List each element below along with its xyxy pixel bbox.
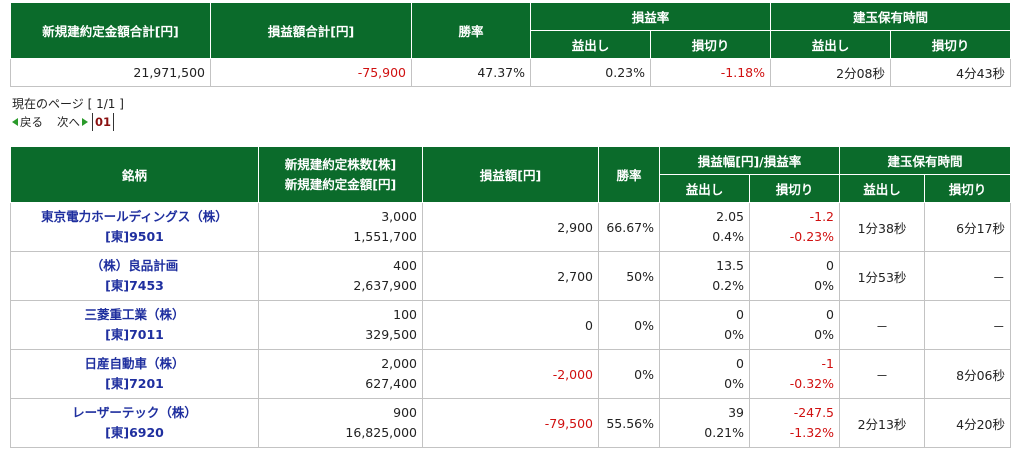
rate-loss-value: -1.18% <box>649 58 772 87</box>
pnl-cell: 2,900 <box>422 202 599 252</box>
pnl-cell: -2,000 <box>422 349 599 399</box>
total-amount-value: 21,971,500 <box>10 58 211 87</box>
qty-amount-cell: 2,000 627,400 <box>258 349 423 399</box>
header-time-profit: 益出し <box>770 30 892 59</box>
time-loss-cell: 8分06秒 <box>923 349 1012 399</box>
header-total-pnl: 損益額合計[円] <box>210 2 412 59</box>
total-pnl-value: -75,900 <box>210 58 412 87</box>
loss-width-cell: 0 0% <box>749 251 840 301</box>
header-rate-loss: 損切り <box>649 30 772 59</box>
win-rate-value: 47.37% <box>411 58 531 87</box>
pnl-cell: 2,700 <box>422 251 599 301</box>
loss-width-cell: -247.5 -1.32% <box>749 398 840 448</box>
profit-width-cell: 0 0% <box>659 349 750 399</box>
profit-width-cell: 13.5 0.2% <box>659 251 750 301</box>
qty-amount-cell: 3,000 1,551,700 <box>258 202 423 252</box>
time-profit-cell: 1分38秒 <box>839 202 925 252</box>
header-width-loss: 損切り <box>749 174 840 203</box>
rate-profit-value: 0.23% <box>530 58 651 87</box>
table-row: 東京電力ホールディングス（株） [東]9501 3,000 1,551,700 2,… <box>10 202 1012 252</box>
header-hold-time: 建玉保有時間 <box>770 2 1012 31</box>
table-row: 日産自動車（株） [東]7201 2,000 627,400 -2,000 0% 0… <box>10 349 1012 399</box>
header-qty-amount: 新規建約定株数[株] 新規建約定金額[円] <box>258 146 423 203</box>
win-rate-cell: 55.56% <box>598 398 660 448</box>
win-rate-cell: 50% <box>598 251 660 301</box>
win-rate-cell: 0% <box>598 349 660 399</box>
header-time-profit: 益出し <box>839 174 925 203</box>
stock-cell[interactable]: 三菱重工業（株） [東]7011 <box>10 300 259 350</box>
table-row: 三菱重工業（株） [東]7011 100 329,500 0 0% 0 0% 0 0% … <box>10 300 1012 350</box>
time-profit-cell: － <box>839 349 925 399</box>
time-profit-cell: － <box>839 300 925 350</box>
qty-amount-cell: 900 16,825,000 <box>258 398 423 448</box>
header-time-loss: 損切り <box>890 30 1012 59</box>
current-page-label: 現在のページ [ 1/1 ] <box>12 97 124 111</box>
profit-width-cell: 0 0% <box>659 300 750 350</box>
page-number[interactable]: 01 <box>92 113 115 131</box>
stock-cell[interactable]: 日産自動車（株） [東]7201 <box>10 349 259 399</box>
profit-width-cell: 2.05 0.4% <box>659 202 750 252</box>
pnl-cell: -79,500 <box>422 398 599 448</box>
time-profit-cell: 1分53秒 <box>839 251 925 301</box>
time-loss-cell: － <box>923 251 1012 301</box>
header-time-loss: 損切り <box>923 174 1012 203</box>
pager: 現在のページ [ 1/1 ] 戻る 次へ 01 <box>12 95 124 131</box>
table-row: （株）良品計画 [東]7453 400 2,637,900 2,700 50% 13… <box>10 251 1012 301</box>
header-win-rate: 勝率 <box>598 146 660 203</box>
pager-nav: 戻る 次へ 01 <box>12 113 124 131</box>
pnl-cell: 0 <box>422 300 599 350</box>
loss-width-cell: 0 0% <box>749 300 840 350</box>
next-link[interactable]: 次へ <box>57 113 88 131</box>
header-total-amount: 新規建約定金額合計[円] <box>10 2 211 59</box>
profit-width-cell: 39 0.21% <box>659 398 750 448</box>
loss-width-cell: -1 -0.32% <box>749 349 840 399</box>
win-rate-cell: 66.67% <box>598 202 660 252</box>
time-loss-value: 4分43秒 <box>890 58 1012 87</box>
header-rate-profit: 益出し <box>530 30 651 59</box>
header-hold-time: 建玉保有時間 <box>838 146 1012 175</box>
header-width-rate: 損益幅[円]/損益率 <box>659 146 840 175</box>
time-loss-cell: － <box>923 300 1012 350</box>
stock-cell[interactable]: レーザーテック（株） [東]6920 <box>10 398 259 448</box>
time-loss-cell: 4分20秒 <box>923 398 1012 448</box>
header-win-rate: 勝率 <box>411 2 531 59</box>
stock-cell[interactable]: （株）良品計画 [東]7453 <box>10 251 259 301</box>
header-width-profit: 益出し <box>659 174 750 203</box>
table-row: レーザーテック（株） [東]6920 900 16,825,000 -79,500 … <box>10 398 1012 448</box>
triangle-left-icon <box>12 118 18 126</box>
back-link[interactable]: 戻る <box>12 113 43 131</box>
time-profit-cell: 2分13秒 <box>839 398 925 448</box>
qty-amount-cell: 400 2,637,900 <box>258 251 423 301</box>
win-rate-cell: 0% <box>598 300 660 350</box>
header-stock: 銘柄 <box>10 146 259 203</box>
trade-table: 銘柄 新規建約定株数[株] 新規建約定金額[円] 損益額[円] 勝率 損益幅[円]… <box>10 146 1012 448</box>
summary-table: 新規建約定金額合計[円] 損益額合計[円] 勝率 損益率 建玉保有時間 益出し … <box>10 2 1012 87</box>
header-pnl-rate: 損益率 <box>529 2 772 31</box>
header-pnl: 損益額[円] <box>422 146 599 203</box>
stock-cell[interactable]: 東京電力ホールディングス（株） [東]9501 <box>10 202 259 252</box>
loss-width-cell: -1.2 -0.23% <box>749 202 840 252</box>
time-loss-cell: 6分17秒 <box>923 202 1012 252</box>
time-profit-value: 2分08秒 <box>770 58 892 87</box>
qty-amount-cell: 100 329,500 <box>258 300 423 350</box>
triangle-right-icon <box>82 118 88 126</box>
